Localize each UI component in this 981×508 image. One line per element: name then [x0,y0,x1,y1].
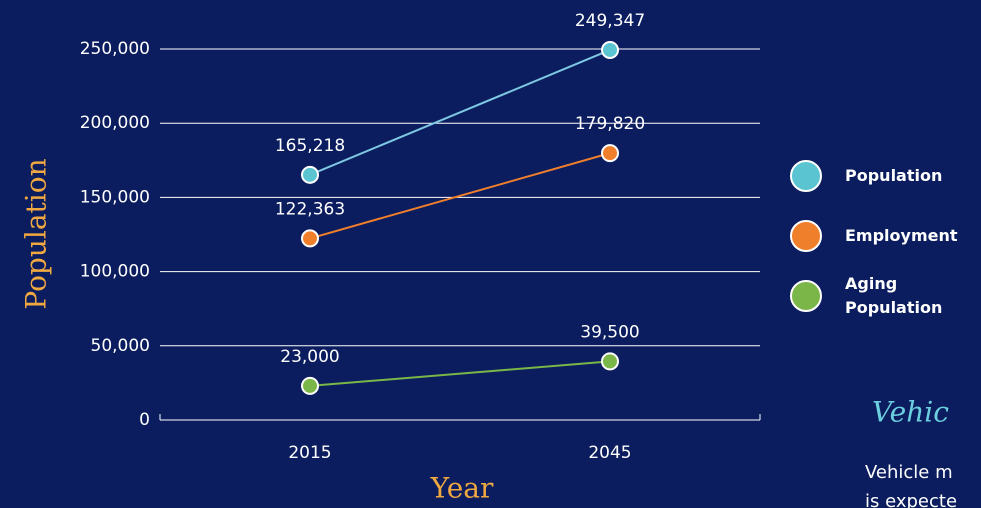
data-point [602,42,618,58]
page: Year Population Vehic Vehicle m is expec… [0,0,981,508]
x-axis-label: Year [430,472,494,505]
y-tick-label: 200,000 [80,113,150,133]
data-label: 23,000 [280,347,339,367]
data-point [602,353,618,369]
legend-marker [791,161,821,191]
legend-marker [791,221,821,251]
chart: Year Population Vehic Vehicle m is expec… [0,0,981,508]
sidebar-text: Vehicle m [865,462,953,483]
legend-label: Population [845,164,963,188]
data-label: 249,347 [575,11,645,31]
data-point [302,230,318,246]
sidebar-text: is expecte [865,491,957,508]
x-tick-label: 2015 [288,443,331,463]
data-point [302,167,318,183]
sidebar-heading: Vehic [872,396,949,429]
series-line [310,50,610,175]
y-tick-label: 100,000 [80,262,150,282]
data-label: 39,500 [580,322,639,342]
series-line [310,361,610,385]
data-label: 122,363 [275,199,345,219]
data-label: 165,218 [275,136,345,156]
y-tick-label: 250,000 [80,39,150,59]
x-tick-label: 2045 [588,443,631,463]
data-point [302,378,318,394]
legend-marker [791,281,821,311]
data-label: 179,820 [575,114,645,134]
series-line [310,153,610,238]
y-tick-label: 0 [139,410,150,430]
data-point [602,145,618,161]
legend-label: Employment [845,224,963,248]
y-tick-label: 50,000 [91,336,150,356]
y-tick-label: 150,000 [80,187,150,207]
y-axis-label: Population [20,158,53,309]
legend-label: Aging Population [845,272,963,320]
